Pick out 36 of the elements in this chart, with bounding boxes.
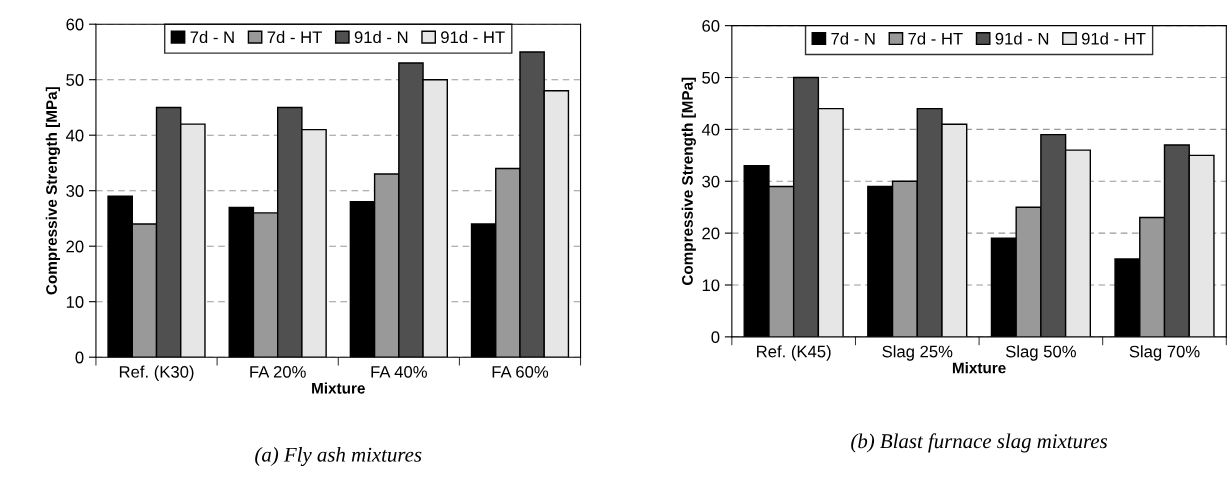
- x-tick-label: Slag 50%: [1005, 345, 1076, 361]
- x-tick-label: FA 20%: [250, 365, 306, 378]
- y-tick-label: 40: [65, 129, 84, 142]
- y-tick-label: 0: [711, 331, 720, 344]
- legend-label: 91d - N: [354, 30, 408, 44]
- x-tick-label: FA 60%: [492, 365, 549, 378]
- legend-label: 91d - N: [995, 32, 1049, 45]
- x-tick-label: FA 40%: [371, 365, 427, 378]
- y-tick-label: 0: [75, 351, 84, 364]
- text: (a) Fly ash mixtures: [255, 447, 422, 467]
- y-tick-label: 60: [66, 18, 84, 31]
- y-tick-label: 10: [66, 296, 84, 308]
- x-axis-title: Mixture: [952, 362, 1006, 374]
- x-axis-title: Mixture: [312, 382, 365, 394]
- x-tick-label: Slag 70%: [1129, 345, 1200, 361]
- y-tick-label: 30: [702, 175, 720, 188]
- y-tick-label: 20: [702, 227, 720, 240]
- legend-label: 7d - N: [190, 30, 234, 44]
- text: (b) Blast furnace slag mixtures: [851, 433, 1108, 453]
- x-tick-label: Ref. (K45): [757, 345, 831, 361]
- y-tick-label: 40: [701, 123, 720, 136]
- y-tick-label: 20: [66, 240, 84, 253]
- y-tick-label: 30: [66, 185, 84, 197]
- y-tick-label: 10: [702, 279, 720, 292]
- x-tick-label: Slag 25%: [882, 345, 953, 361]
- y-tick-label: 50: [702, 71, 720, 84]
- legend-label: 91d - HT: [1081, 32, 1146, 45]
- legend-label: 7d - N: [831, 32, 875, 45]
- legend-label: 7d - HT: [908, 32, 963, 45]
- x-tick-label: Ref. (K30): [119, 365, 194, 382]
- y-tick-label: 60: [702, 20, 720, 32]
- y-axis-title: Compressive Strength [MPa]: [45, 87, 61, 295]
- legend-label: 91d - HT: [441, 30, 505, 44]
- y-tick-label: 50: [66, 74, 84, 86]
- legend-label: 7d - HT: [267, 30, 322, 44]
- y-axis-title: Compressive Strength [MPa]: [681, 77, 696, 286]
